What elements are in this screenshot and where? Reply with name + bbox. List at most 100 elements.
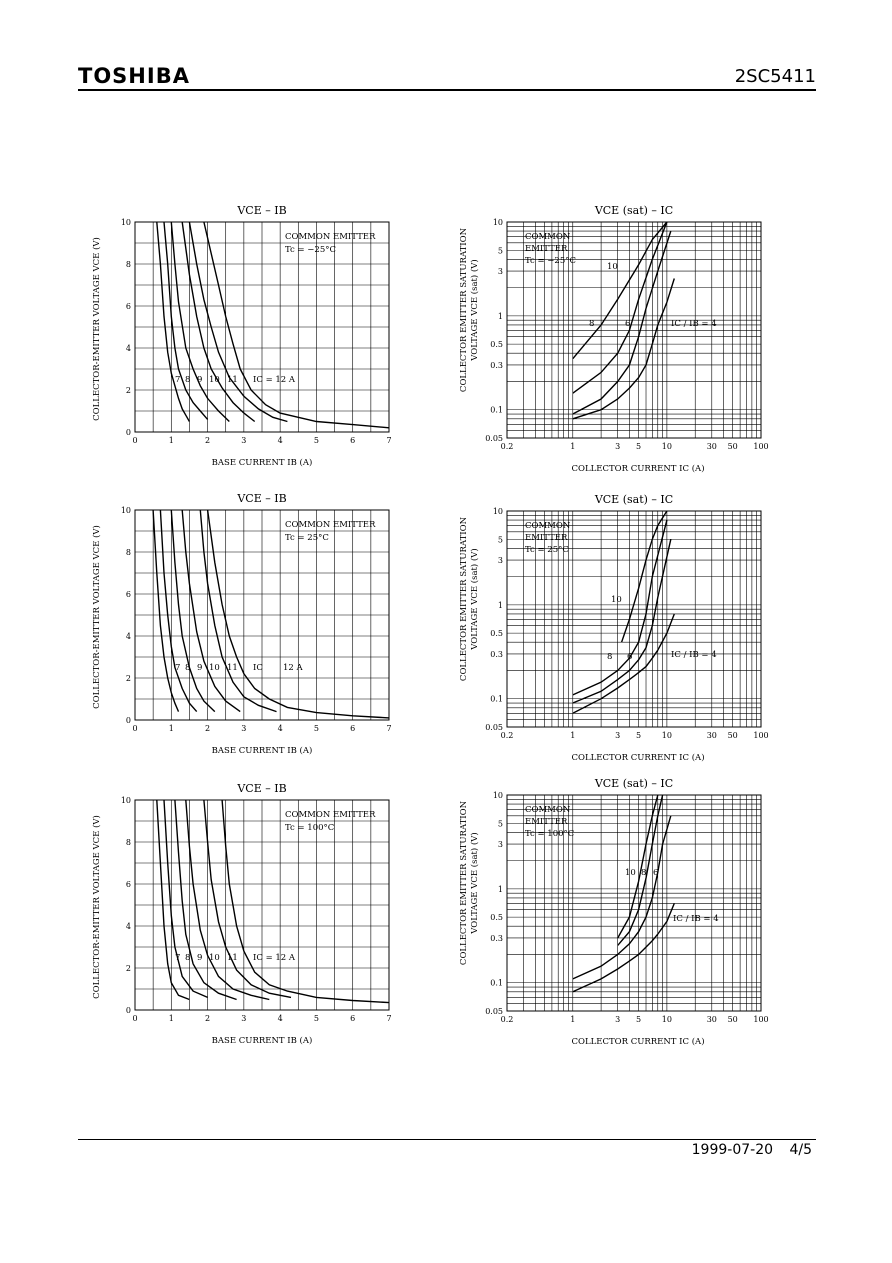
series-line <box>170 509 216 713</box>
x-tick-label: 6 <box>350 1014 355 1023</box>
y-tick-label: 2 <box>126 964 131 973</box>
y-axis-label: COLLECTOR-EMITTER VOLTAGE VCE (V) <box>91 237 102 421</box>
series-label: 10 <box>607 262 618 272</box>
x-tick-label: 100 <box>753 731 768 740</box>
annotation-text: COMMON EMITTER <box>285 810 376 820</box>
series-line <box>617 794 659 939</box>
y-tick-label: 8 <box>126 838 131 847</box>
header-rule <box>78 89 816 91</box>
annotation-text: Tc = 25°C <box>525 545 569 555</box>
series-label: 11 <box>227 953 238 963</box>
series-line <box>181 509 241 713</box>
series-label: 10 <box>209 375 220 385</box>
series-line <box>572 230 672 415</box>
series-label: IC = 12 A <box>253 953 296 963</box>
x-tick-label: 6 <box>350 436 355 445</box>
chart-group: 0.2 1 3 5 10 30 50 100 0.05 0.1 0.3 0.5 1 3 5 10 VCE (sa… <box>459 493 769 763</box>
y-tick-label: 10 <box>493 218 503 227</box>
annotation-text: COMMON EMITTER <box>285 232 376 242</box>
x-tick-label: 0 <box>132 1014 137 1023</box>
x-tick-label: 30 <box>707 731 717 740</box>
plot-frame <box>134 799 390 1011</box>
x-tick-label: 5 <box>636 442 641 451</box>
x-tick-label: 5 <box>314 724 319 733</box>
annotation-text: EMITTER <box>525 244 568 254</box>
y-tick-label: 10 <box>493 791 503 800</box>
y-axis-label: VOLTAGE VCE (sat) (V) <box>469 832 480 934</box>
chart-group: 0 1 2 3 4 5 6 7 0 2 4 6 8 10 VCE – IB BASE CURRENT IB (… <box>91 204 392 468</box>
chart-group: 0 1 2 3 4 5 6 7 0 2 4 6 8 10 VCE – IB BASE CURRENT IB (… <box>91 782 392 1046</box>
x-tick-label: 7 <box>386 436 391 445</box>
series-line <box>181 221 256 423</box>
y-tick-label: 3 <box>498 556 503 565</box>
x-axis-label: BASE CURRENT IB (A) <box>212 457 313 468</box>
y-axis-label: COLLECTOR-EMITTER VOLTAGE VCE (V) <box>91 815 102 999</box>
series-label: 6 <box>627 652 632 662</box>
y-tick-label: 4 <box>126 922 131 931</box>
series-label: IC <box>253 663 263 673</box>
y-tick-label: 10 <box>121 218 131 227</box>
series-line <box>572 221 668 360</box>
annotation-text: COMMON EMITTER <box>285 520 376 530</box>
series-line <box>159 509 198 713</box>
series-label: 8 <box>641 868 646 878</box>
x-tick-label: 3 <box>615 1015 620 1024</box>
series-line <box>572 278 675 420</box>
y-axis-label: VOLTAGE VCE (sat) (V) <box>469 548 480 650</box>
x-tick-label: 0.2 <box>501 1015 514 1024</box>
y-tick-label: 0.1 <box>490 406 503 415</box>
x-tick-label: 3 <box>615 731 620 740</box>
series-label: 8 <box>185 375 190 385</box>
y-tick-label: 5 <box>498 535 503 544</box>
series-label: 7 <box>175 953 180 963</box>
y-tick-label: 8 <box>126 260 131 269</box>
series-label: 8 <box>185 663 190 673</box>
series-line <box>188 221 288 423</box>
x-tick-label: 0.2 <box>501 731 514 740</box>
x-axis-label: COLLECTOR CURRENT IC (A) <box>571 752 704 763</box>
x-tick-label: 5 <box>314 436 319 445</box>
series-label: IC / IB = 4 <box>671 650 717 660</box>
series-line <box>572 815 672 980</box>
x-tick-label: 1 <box>169 1014 174 1023</box>
annotation-text: EMITTER <box>525 533 568 543</box>
series-label: 7 <box>175 663 180 673</box>
series-line <box>163 799 208 999</box>
series-label: 10 <box>209 953 220 963</box>
x-tick-label: 4 <box>278 1014 283 1023</box>
y-tick-label: 0.05 <box>485 1007 503 1016</box>
chart-title: VCE (sat) – IC <box>594 204 673 217</box>
x-tick-label: 50 <box>728 1015 738 1024</box>
series-line <box>170 221 230 423</box>
footer-rule <box>78 1139 816 1140</box>
x-tick-label: 4 <box>278 724 283 733</box>
series-label: IC / IB = 4 <box>671 319 717 329</box>
y-tick-label: 0.05 <box>485 434 503 443</box>
chart-title: VCE – IB <box>236 782 286 795</box>
y-tick-label: 2 <box>126 386 131 395</box>
series-label: 9 <box>197 663 202 673</box>
x-tick-label: 10 <box>662 1015 672 1024</box>
series-line <box>620 510 668 643</box>
y-tick-label: 6 <box>126 302 131 311</box>
x-axis-label: BASE CURRENT IB (A) <box>212 1035 313 1046</box>
series-label: 11 <box>227 375 238 385</box>
annotation-text: COMMON <box>525 521 571 531</box>
x-tick-label: 1 <box>570 731 575 740</box>
part-number: 2SC5411 <box>734 66 816 87</box>
footer-page: 4/5 <box>789 1142 812 1158</box>
x-tick-label: 10 <box>662 731 672 740</box>
x-tick-label: 7 <box>386 1014 391 1023</box>
y-tick-label: 5 <box>498 819 503 828</box>
x-tick-label: 30 <box>707 442 717 451</box>
series-label: 10 <box>611 595 622 605</box>
series-line <box>572 613 675 714</box>
series-line <box>206 509 390 719</box>
y-tick-label: 0 <box>126 428 131 437</box>
y-axis-label: VOLTAGE VCE (sat) (V) <box>469 259 480 361</box>
series-line <box>174 799 237 1001</box>
